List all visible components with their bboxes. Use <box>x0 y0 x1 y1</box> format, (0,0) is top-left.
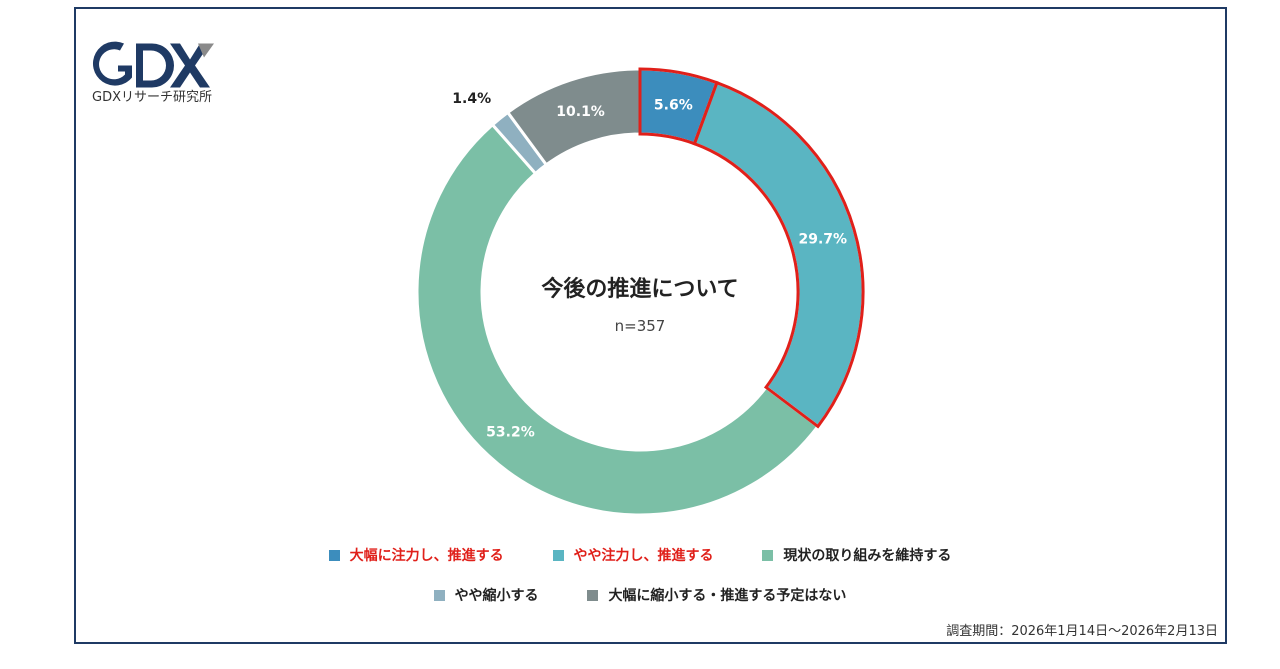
legend-swatch <box>587 590 599 601</box>
legend-label: やや注力し、推進する <box>573 548 714 564</box>
legend-row-1: 大幅に注力し、推進する やや注力し、推進する 現状の取り組みを維持する <box>0 545 1280 565</box>
legend-row-2: やや縮小する 大幅に縮小する・推進する予定はない <box>0 585 1280 605</box>
chart-title: 今後の推進について <box>541 276 738 302</box>
logo-subtitle: GDXリサーチ研究所 <box>92 90 212 105</box>
legend-label: 大幅に縮小する・推進する予定はない <box>608 588 847 604</box>
legend-swatch <box>328 550 340 561</box>
slice-highlight-outline <box>692 80 865 429</box>
legend-label: 大幅に注力し、推進する <box>349 548 504 564</box>
slice-value-label: 29.7% <box>798 231 847 247</box>
legend-label: 現状の取り組みを維持する <box>783 548 952 564</box>
legend-swatch <box>552 550 564 561</box>
slice-value-label: 5.6% <box>654 97 693 113</box>
donut-slice <box>415 122 821 517</box>
donut-slice <box>692 80 865 429</box>
legend-label: やや縮小する <box>454 588 539 604</box>
slice-value-label: 53.2% <box>486 425 535 441</box>
legend-item: 大幅に注力し、推進する <box>328 545 504 565</box>
legend-item: 現状の取り組みを維持する <box>762 545 951 565</box>
chart-sample-size: n=357 <box>615 317 666 335</box>
legend-swatch <box>762 550 774 561</box>
survey-period: 調査期間：2026年1月14日～2026年2月13日 <box>946 624 1218 639</box>
slice-value-label: 1.4% <box>452 91 491 107</box>
slice-value-label: 10.1% <box>556 104 605 120</box>
legend-swatch <box>433 590 445 601</box>
gdx-logo <box>92 41 214 88</box>
legend-item: やや縮小する <box>433 585 539 605</box>
legend-item: 大幅に縮小する・推進する予定はない <box>587 585 846 605</box>
legend-item: やや注力し、推進する <box>552 545 714 565</box>
